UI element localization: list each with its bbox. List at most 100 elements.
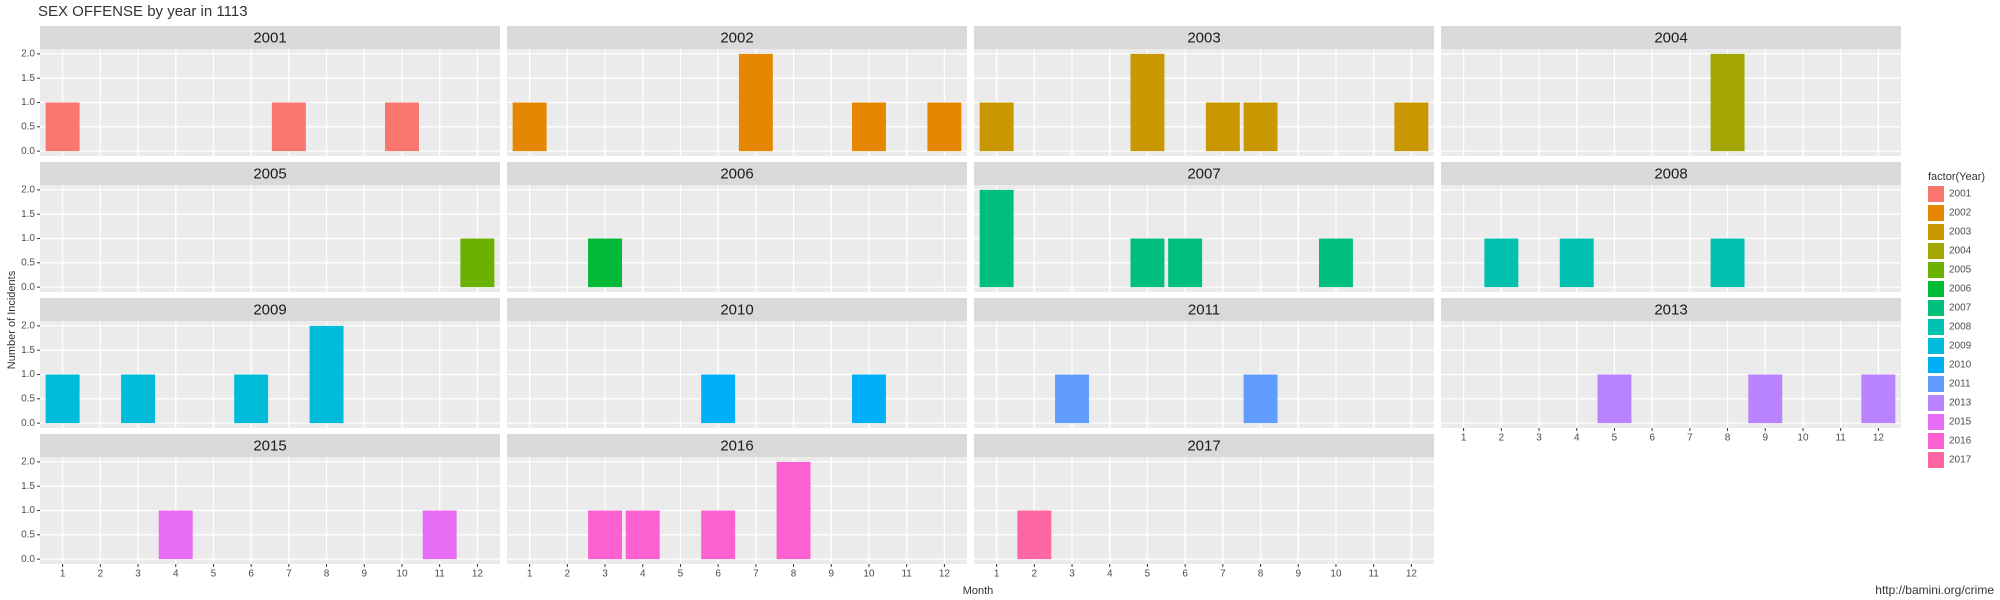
bar [1394,102,1429,152]
x-tick-label: 5 [1145,569,1151,580]
legend-swatch [1928,338,1944,354]
y-tick-label: 1.0 [21,233,35,244]
legend-swatch [1928,281,1944,297]
y-tick-label: 1.5 [21,209,35,220]
x-tick-label: 6 [715,569,721,580]
x-tick-label: 9 [828,569,834,580]
legend-swatch [1928,262,1944,278]
bar [625,510,660,560]
legend-swatch [1928,319,1944,335]
bar [738,53,773,152]
x-tick-label: 10 [396,569,408,580]
x-tick-label: 2 [1499,433,1505,444]
x-tick-label: 12 [1406,569,1418,580]
legend-label: 2005 [1949,265,1972,276]
y-tick-label: 0.0 [21,146,35,157]
strip-label: 2003 [1187,29,1220,46]
x-tick-label: 3 [1069,569,1075,580]
strip-label: 2017 [1187,437,1220,454]
x-tick-label: 9 [1295,569,1301,580]
strip-label: 2010 [720,301,753,318]
strip-background [40,434,500,457]
bar [158,510,193,560]
strip-background [507,26,967,49]
legend-swatch [1928,205,1944,221]
x-tick-label: 4 [1574,433,1580,444]
x-tick-label: 5 [678,569,684,580]
x-tick-label: 11 [901,569,912,580]
bar [979,189,1014,288]
chart-title: SEX OFFENSE by year in 1113 [38,3,248,20]
legend-swatch [1928,452,1944,468]
y-axis-label: Number of Incidents [6,270,18,369]
strip-background [974,26,1434,49]
y-tick-label: 1.0 [21,369,35,380]
bar [1130,53,1165,152]
x-tick-label: 4 [640,569,646,580]
bar [45,374,80,424]
bar [1559,238,1594,288]
y-tick-label: 0.5 [21,529,35,540]
bar [1168,238,1203,288]
bar [234,374,269,424]
strip-background [974,162,1434,185]
legend-label: 2010 [1949,360,1972,371]
bar [1243,374,1278,424]
y-tick-label: 0.5 [21,257,35,268]
legend-swatch [1928,414,1944,430]
y-tick-label: 2.0 [21,321,35,332]
strip-background [507,434,967,457]
x-tick-label: 12 [472,569,484,580]
x-tick-label: 4 [173,569,179,580]
strip-background [40,298,500,321]
bar [1243,102,1278,152]
legend-label: 2003 [1949,227,1972,238]
y-tick-label: 0.5 [21,393,35,404]
caption: http://bamini.org/crime [1875,583,1994,597]
x-tick-label: 8 [791,569,797,580]
legend-swatch [1928,376,1944,392]
strip-label: 2005 [253,165,286,182]
strip-label: 2011 [1188,301,1220,318]
bar [1748,374,1783,424]
strip-label: 2001 [253,29,286,46]
x-tick-label: 2 [565,569,571,580]
legend-label: 2008 [1949,322,1972,333]
x-tick-label: 5 [1612,433,1618,444]
legend-label: 2016 [1949,436,1972,447]
y-tick-label: 1.0 [21,97,35,108]
strip-label: 2016 [720,437,753,454]
bar [422,510,457,560]
x-tick-label: 8 [1258,569,1264,580]
bar [1484,238,1519,288]
bar [588,510,622,560]
bar [701,510,736,560]
x-tick-label: 5 [211,569,217,580]
strip-background [40,162,500,185]
strip-label: 2002 [720,29,753,46]
bar [852,374,886,424]
bar [460,238,495,288]
x-tick-label: 3 [602,569,608,580]
y-tick-label: 2.0 [21,457,35,468]
legend-swatch [1928,395,1944,411]
x-tick-label: 1 [527,569,533,580]
legend-label: 2006 [1949,284,1972,295]
y-tick-label: 1.5 [21,345,35,356]
bar [1597,374,1632,424]
strip-background [40,26,500,49]
y-tick-label: 2.0 [21,185,35,196]
legend-label: 2007 [1949,303,1972,314]
x-tick-label: 7 [1687,433,1693,444]
x-tick-label: 3 [1536,433,1542,444]
strip-background [507,162,967,185]
x-tick-label: 8 [324,569,330,580]
x-tick-label: 7 [753,569,759,580]
legend-title: factor(Year) [1928,171,1985,183]
strip-label: 2004 [1654,29,1687,46]
y-tick-label: 0.0 [21,418,35,429]
bar [309,325,344,424]
x-tick-label: 12 [939,569,951,580]
x-tick-label: 8 [1725,433,1731,444]
